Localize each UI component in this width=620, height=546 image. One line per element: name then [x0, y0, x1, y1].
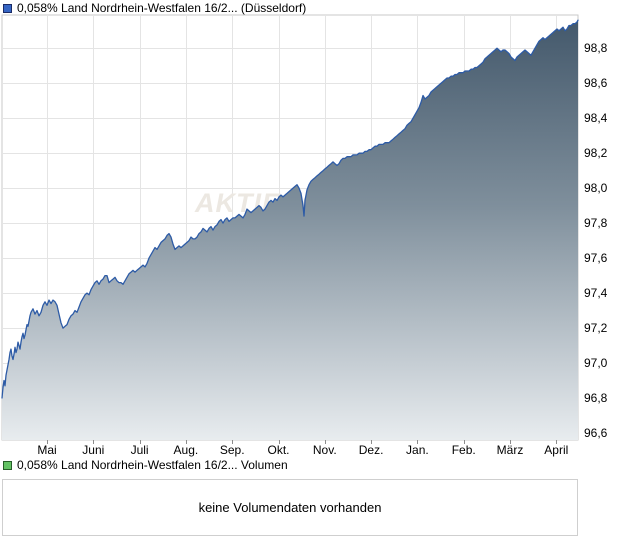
x-axis-label: Sep.: [220, 443, 245, 457]
y-axis-label: 97,8: [584, 216, 608, 230]
x-axis-label: Mai: [37, 443, 56, 457]
volume-series-marker-icon: [3, 460, 12, 470]
x-axis-label: Aug.: [174, 443, 199, 457]
y-axis-label: 96,6: [584, 426, 608, 440]
volume-legend-label: 0,058% Land Nordrhein-Westfalen 16/2... …: [17, 458, 288, 472]
y-axis-label: 96,8: [584, 391, 608, 405]
volume-panel: keine Volumendaten vorhanden: [2, 479, 578, 536]
x-axis-label: Jan.: [406, 443, 429, 457]
y-axis-label: 97,2: [584, 321, 608, 335]
price-chart: AKTIENCHECK96,696,897,097,297,497,697,89…: [1, 14, 608, 457]
x-axis-label: Nov.: [313, 443, 337, 457]
x-axis-label: Dez.: [359, 443, 384, 457]
y-axis-label: 97,4: [584, 286, 608, 300]
x-axis-label: Juni: [82, 443, 104, 457]
y-axis-label: 98,2: [584, 146, 608, 160]
y-axis-label: 98,0: [584, 181, 608, 195]
y-axis-label: 97,0: [584, 356, 608, 370]
x-axis-label: Juli: [131, 443, 149, 457]
x-axis-label: April: [544, 443, 568, 457]
y-axis-label: 98,4: [584, 111, 608, 125]
price-series-marker-icon: [3, 3, 12, 13]
x-axis-label: März: [497, 443, 524, 457]
y-axis-label: 98,8: [584, 41, 608, 55]
volume-legend: 0,058% Land Nordrhein-Westfalen 16/2... …: [3, 458, 288, 472]
y-axis-label: 97,6: [584, 251, 608, 265]
x-axis-label: Okt.: [267, 443, 289, 457]
price-legend: 0,058% Land Nordrhein-Westfalen 16/2... …: [3, 1, 306, 15]
x-axis-label: Feb.: [452, 443, 476, 457]
y-axis-label: 98,6: [584, 76, 608, 90]
price-legend-label: 0,058% Land Nordrhein-Westfalen 16/2... …: [17, 1, 307, 15]
volume-empty-message: keine Volumendaten vorhanden: [198, 500, 382, 515]
